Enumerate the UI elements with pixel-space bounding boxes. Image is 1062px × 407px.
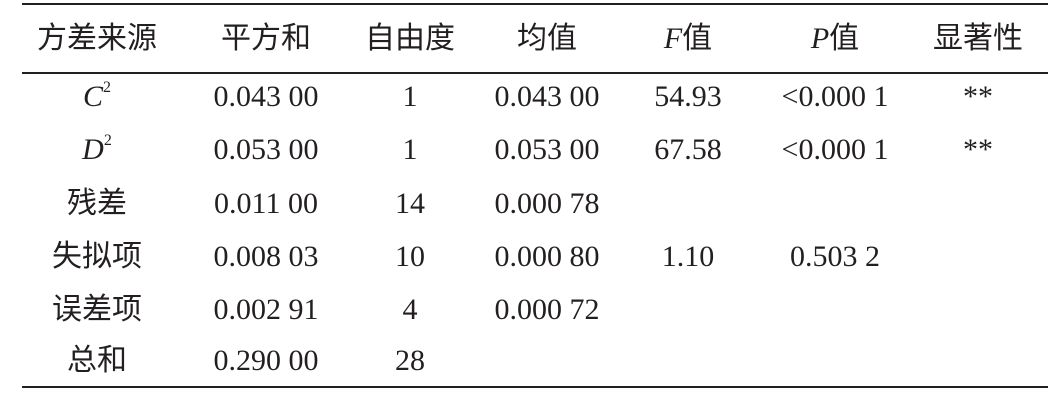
sig-cell: **: [963, 133, 993, 166]
df-cell: 1: [402, 80, 418, 113]
ms-cell: 0.000 78: [494, 187, 600, 220]
ss-cell: 0.002 91: [213, 293, 319, 326]
header-ms: 均值: [517, 22, 577, 55]
p-cell: <0.000 1: [781, 133, 889, 166]
source-symbol: C: [82, 80, 104, 113]
header-source: 方差来源: [37, 22, 157, 55]
header-rule: [22, 72, 1048, 74]
header-f: F值: [664, 14, 712, 64]
table-row: D2 0.053 00 1 0.053 00 67.58 <0.000 1 **: [0, 125, 1062, 175]
source-cell: 误差项: [52, 293, 142, 326]
df-cell: 28: [395, 344, 425, 377]
source-cell: D2: [82, 125, 112, 175]
table-row: C2 0.043 00 1 0.043 00 54.93 <0.000 1 **: [0, 72, 1062, 122]
ss-cell: 0.290 00: [213, 344, 319, 377]
source-cell: 总和: [67, 344, 127, 377]
ss-cell: 0.011 00: [214, 187, 318, 220]
header-p-symbol: P: [810, 22, 830, 55]
bottom-rule: [22, 386, 1048, 388]
header-sig: 显著性: [933, 22, 1023, 55]
p-cell: <0.000 1: [781, 80, 889, 113]
table-row: 误差项 0.002 91 4 0.000 72: [0, 285, 1062, 335]
source-exponent: 2: [103, 79, 112, 96]
source-symbol: D: [82, 133, 104, 166]
df-cell: 1: [402, 133, 418, 166]
header-df: 自由度: [365, 22, 455, 55]
table-row: 残差 0.011 00 14 0.000 78: [0, 179, 1062, 229]
header-f-label: 值: [682, 22, 713, 55]
df-cell: 4: [402, 293, 418, 326]
table-row: 总和 0.290 00 28: [0, 336, 1062, 386]
f-cell: 54.93: [654, 80, 722, 113]
f-cell: 67.58: [654, 133, 722, 166]
source-exponent: 2: [103, 132, 112, 149]
header-p: P值: [811, 14, 859, 64]
source-cell: C2: [83, 72, 111, 122]
ss-cell: 0.053 00: [213, 133, 319, 166]
header-p-label: 值: [829, 22, 860, 55]
header-f-symbol: F: [663, 22, 683, 55]
table-row: 失拟项 0.008 03 10 0.000 80 1.10 0.503 2: [0, 232, 1062, 282]
header-row: 方差来源 平方和 自由度 均值 F值 P值 显著性: [0, 14, 1062, 64]
ms-cell: 0.000 72: [494, 293, 600, 326]
p-cell: 0.503 2: [790, 240, 880, 273]
ms-cell: 0.053 00: [494, 133, 600, 166]
df-cell: 14: [395, 187, 425, 220]
ss-cell: 0.043 00: [213, 80, 319, 113]
header-ss: 平方和: [221, 22, 311, 55]
source-cell: 失拟项: [52, 240, 142, 273]
top-rule: [22, 3, 1048, 5]
source-cell: 残差: [67, 187, 127, 220]
f-cell: 1.10: [661, 240, 715, 273]
ss-cell: 0.008 03: [213, 240, 319, 273]
sig-cell: **: [963, 80, 993, 113]
ms-cell: 0.000 80: [494, 240, 600, 273]
ms-cell: 0.043 00: [494, 80, 600, 113]
df-cell: 10: [395, 240, 425, 273]
